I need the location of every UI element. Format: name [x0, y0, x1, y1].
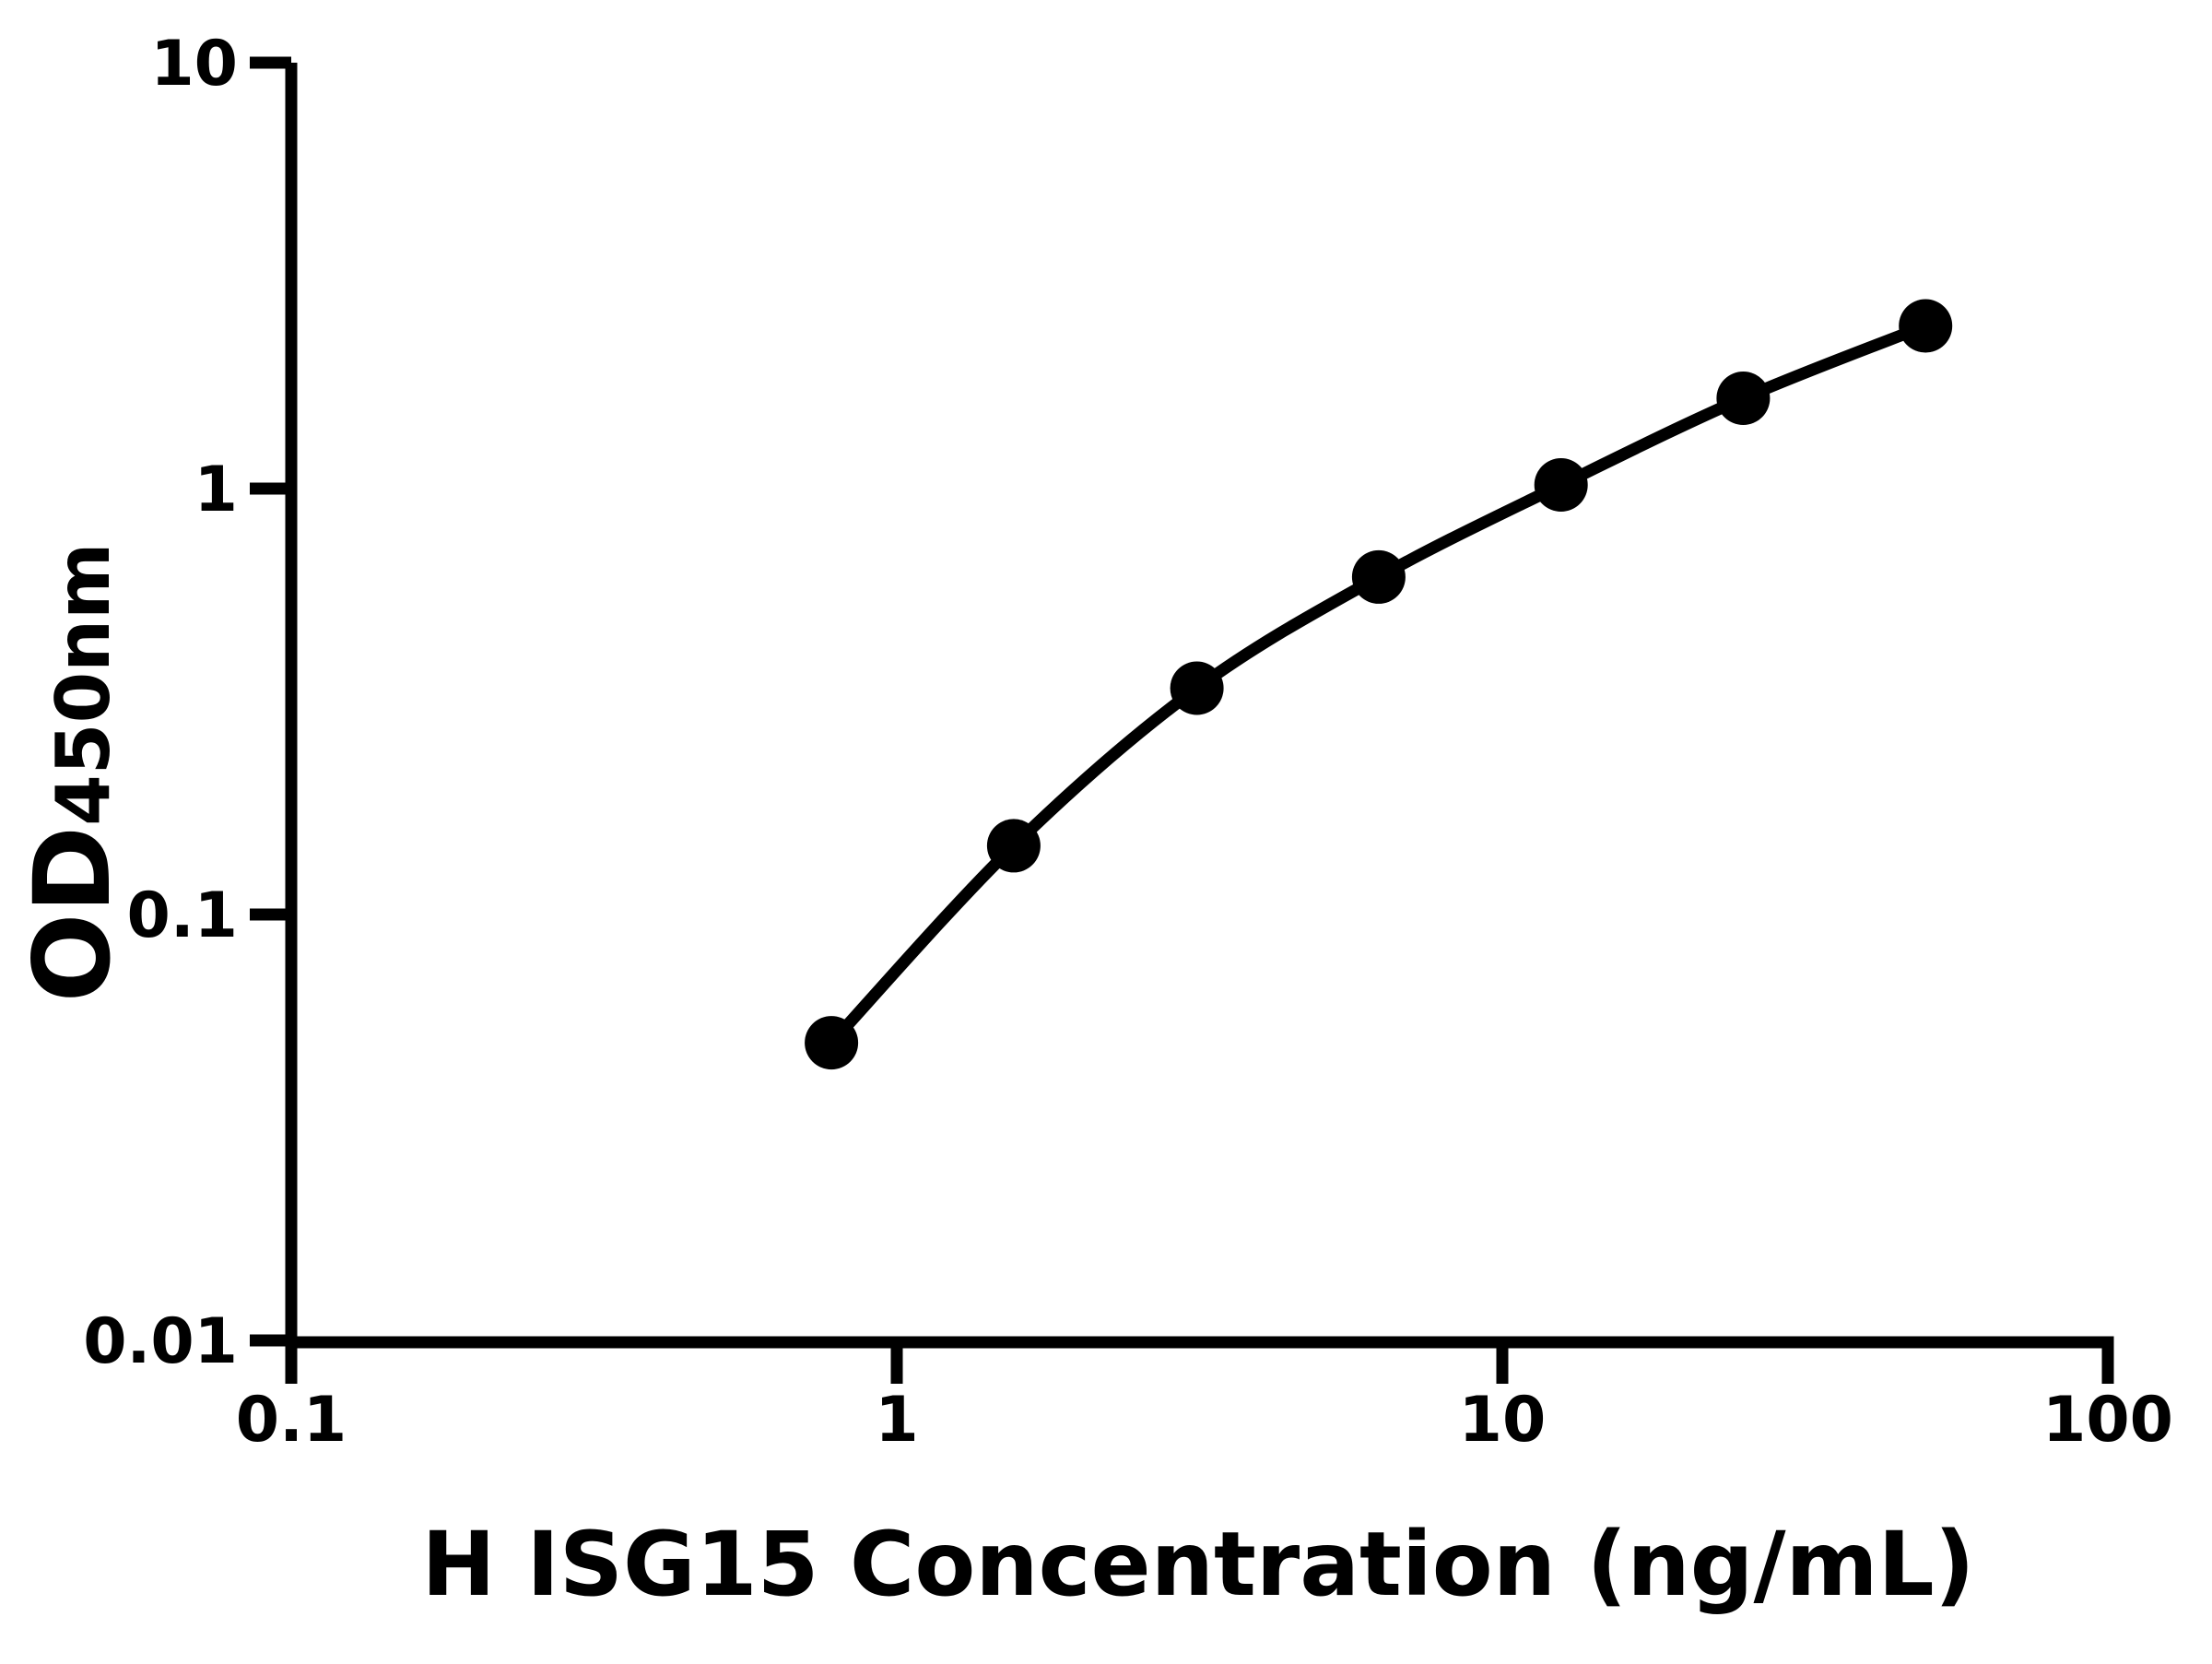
data-point: [1899, 299, 1953, 353]
y-axis-tick-label: 0.1: [127, 879, 238, 952]
y-axis-title: OD450nm: [11, 543, 134, 1003]
data-point: [805, 1016, 859, 1070]
data-point: [1534, 458, 1588, 512]
y-axis-tick-label: 10: [150, 28, 238, 100]
y-axis-tick-label: 0.01: [83, 1305, 238, 1378]
x-axis-tick-label: 1: [875, 1384, 918, 1457]
data-point: [986, 819, 1041, 873]
x-axis-title: H ISG15 Concentration (ng/mL): [421, 1513, 1974, 1616]
data-point: [1170, 661, 1224, 715]
x-axis-tick-label: 0.1: [236, 1384, 347, 1457]
x-axis-tick-label: 10: [1459, 1384, 1547, 1457]
data-point: [1351, 549, 1406, 604]
y-axis-title-sub: 450nm: [41, 543, 126, 826]
data-point: [1716, 372, 1771, 425]
x-axis-tick-label: 100: [2042, 1384, 2173, 1457]
standard-curve-line: [827, 320, 1928, 1047]
y-axis-title-main: OD: [11, 826, 134, 1003]
y-axis-tick-label: 1: [194, 454, 238, 526]
